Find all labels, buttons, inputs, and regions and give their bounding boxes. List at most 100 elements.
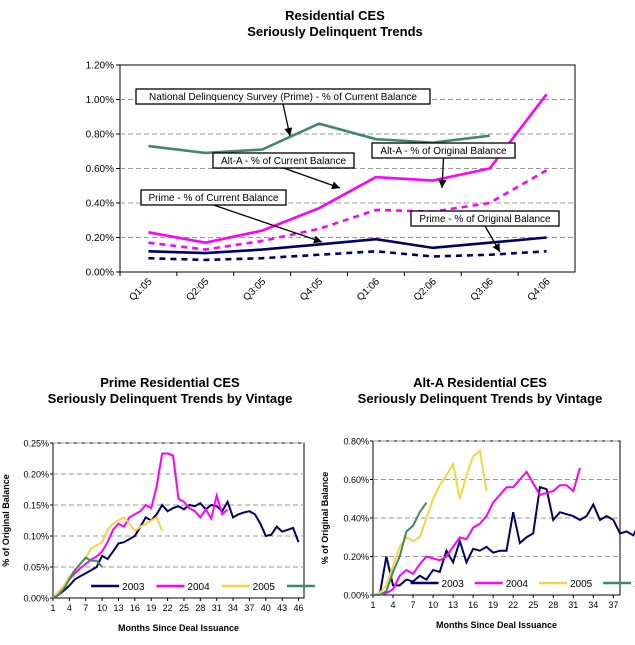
y-tick-label: 1.20% bbox=[86, 61, 114, 72]
series-line-2004 bbox=[52, 452, 229, 599]
x-tick-label: 22 bbox=[508, 600, 518, 610]
annotation-arrow bbox=[283, 167, 341, 189]
x-tick-label: 19 bbox=[146, 603, 156, 613]
legend-label-2005: 2005 bbox=[570, 579, 593, 590]
x-tick-label: 31 bbox=[212, 603, 222, 613]
x-tick-label: 4 bbox=[67, 603, 72, 613]
series-line-2006 bbox=[373, 502, 428, 596]
prime-chart-title-line1: Prime Residential CES bbox=[100, 375, 240, 390]
annotation-box bbox=[410, 210, 560, 227]
annotation-arrowhead bbox=[331, 181, 340, 190]
series-line-2005 bbox=[372, 448, 488, 596]
main-delinquency-chart: 0.00% 0.20% 0.40% 0.60% 0.80% 1.00% 1.20% Q1:05… bbox=[86, 61, 576, 303]
x-tick-label: 13 bbox=[113, 603, 123, 613]
x-tick-label: 37 bbox=[244, 603, 254, 613]
y-tick-label: 0.40% bbox=[86, 199, 114, 210]
annotation-arrow bbox=[213, 204, 323, 243]
main-chart-subtitle: Seriously Delinquent Trends bbox=[247, 24, 423, 39]
prime-chart-subtitle: Seriously Delinquent Trends by Vintage bbox=[47, 391, 293, 406]
x-tick-label: 25 bbox=[179, 603, 189, 613]
x-tick-label: 4 bbox=[391, 600, 396, 610]
annotation-box bbox=[135, 88, 431, 105]
alta-chart-title: Alt-A Residential CES Seriously Delinque… bbox=[330, 375, 630, 407]
x-tick-label: 7 bbox=[83, 603, 88, 613]
annotation-box bbox=[140, 189, 287, 206]
x-tick-label: Q2:05 bbox=[184, 276, 211, 303]
y-tick-label: 0.20% bbox=[343, 552, 369, 562]
annotation-label: Prime - % of Current Balance bbox=[148, 193, 278, 204]
x-tick-label: 31 bbox=[568, 600, 578, 610]
y-tick-label: 0.20% bbox=[86, 233, 114, 244]
series-line-alt-a-of-original-balance bbox=[148, 169, 548, 251]
x-tick-label: 16 bbox=[130, 603, 140, 613]
y-tick-label: 0.80% bbox=[86, 130, 114, 141]
prime-vintage-chart: 0.00% 0.05% 0.10% 0.15% 0.20% 0.25% 1 4 7 10 13 16 1… bbox=[1, 439, 318, 634]
x-tick-label: 34 bbox=[228, 603, 238, 613]
x-tick-label: 13 bbox=[448, 600, 458, 610]
x-tick-label: 28 bbox=[195, 603, 205, 613]
y-tick-label: 0.00% bbox=[86, 268, 114, 279]
y-tick-label: 0.05% bbox=[23, 563, 49, 573]
x-tick-label: 43 bbox=[277, 603, 287, 613]
x-tick-label: 16 bbox=[468, 600, 478, 610]
x-tick-label: Q4:05 bbox=[298, 276, 325, 303]
x-tick-label: 37 bbox=[608, 600, 618, 610]
legend-label-2003: 2003 bbox=[122, 582, 145, 593]
y-axis-label: % of Original Balance bbox=[1, 474, 11, 567]
x-tick-label: Q4:06 bbox=[526, 276, 553, 303]
series-line-prime-of-current-balance bbox=[148, 236, 547, 255]
x-tick-label: 22 bbox=[163, 603, 173, 613]
x-tick-label: Q1:05 bbox=[128, 276, 155, 303]
x-tick-label: 28 bbox=[548, 600, 558, 610]
y-tick-label: 0.40% bbox=[343, 514, 369, 524]
legend-label-2004: 2004 bbox=[506, 579, 529, 590]
x-tick-label: 19 bbox=[488, 600, 498, 610]
prime-chart-title: Prime Residential CES Seriously Delinque… bbox=[20, 375, 320, 407]
x-tick-label: Q1:06 bbox=[355, 276, 382, 303]
y-tick-label: 0.15% bbox=[23, 501, 49, 511]
annotation-label: National Delinquency Survey (Prime) - % … bbox=[149, 92, 417, 103]
legend-label-2003: 2003 bbox=[442, 579, 465, 590]
legend-label-2004: 2004 bbox=[187, 582, 210, 593]
x-axis-label: Months Since Deal Issuance bbox=[118, 623, 239, 633]
series-line-alt-a-of-current-balance bbox=[148, 93, 548, 244]
y-tick-label: 0.00% bbox=[23, 594, 49, 604]
annotation-label: Alt-A - % of Current Balance bbox=[221, 156, 346, 167]
x-tick-label: 1 bbox=[50, 603, 55, 613]
alta-chart-title-line1: Alt-A Residential CES bbox=[413, 375, 547, 390]
x-tick-label: 46 bbox=[294, 603, 304, 613]
x-tick-label: 1 bbox=[370, 600, 375, 610]
x-tick-label: Q3:05 bbox=[241, 276, 268, 303]
x-tick-label: 40 bbox=[261, 603, 271, 613]
annotation-label: Alt-A - % of Original Balance bbox=[380, 146, 507, 157]
x-axis-label: Months Since Deal Issuance bbox=[436, 620, 557, 630]
y-axis-label: % of Original Balance bbox=[320, 472, 330, 565]
annotation-box bbox=[212, 152, 355, 169]
y-tick-label: 0.20% bbox=[23, 470, 49, 480]
annotation-arrowhead bbox=[492, 243, 500, 252]
annotation-arrowhead bbox=[313, 235, 322, 244]
plot-area bbox=[52, 442, 305, 599]
x-tick-label: 10 bbox=[428, 600, 438, 610]
y-tick-label: 0.10% bbox=[23, 532, 49, 542]
x-tick-label: 10 bbox=[97, 603, 107, 613]
x-tick-label: 7 bbox=[411, 600, 416, 610]
main-chart-title: Residential CES Seriously Delinquent Tre… bbox=[180, 8, 490, 40]
y-tick-label: 0.80% bbox=[343, 437, 369, 447]
x-tick-label: 25 bbox=[528, 600, 538, 610]
annotation-arrowhead bbox=[284, 127, 293, 136]
series-line-2006 bbox=[52, 556, 103, 599]
x-tick-label: Q3:06 bbox=[469, 276, 496, 303]
y-tick-label: 1.00% bbox=[86, 95, 114, 106]
annotation-label: Prime - % of Original Balance bbox=[419, 214, 551, 225]
main-chart-title-line1: Residential CES bbox=[285, 8, 385, 23]
series-line-prime-of-original-balance bbox=[148, 249, 547, 262]
y-tick-label: 0.25% bbox=[23, 439, 49, 449]
legend-label-2005: 2005 bbox=[253, 582, 276, 593]
alta-vintage-chart: 0.00% 0.20% 0.40% 0.60% 0.80% 1 4 7 10 13 16 19 22 25… bbox=[320, 437, 635, 630]
x-tick-label: Q2:06 bbox=[412, 276, 439, 303]
series-line-2003 bbox=[373, 485, 635, 596]
y-tick-label: 0.60% bbox=[343, 475, 369, 485]
x-tick-label: 34 bbox=[588, 600, 598, 610]
series-line-2004 bbox=[373, 467, 581, 596]
